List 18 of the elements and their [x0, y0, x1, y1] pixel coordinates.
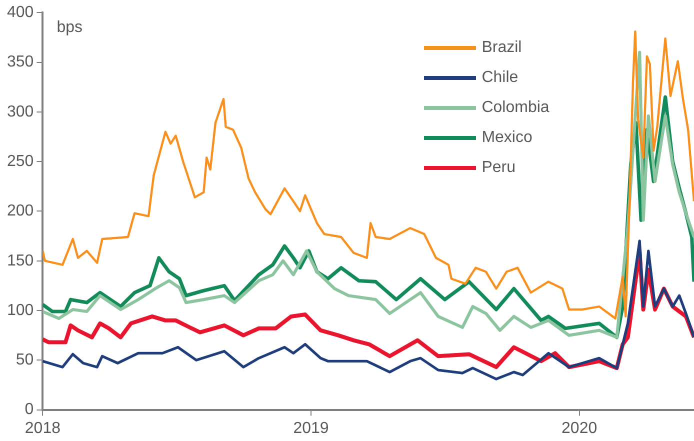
y-tick-label: 350	[6, 54, 34, 71]
y-tick-label: 250	[6, 152, 34, 170]
y-tick-label: 50	[16, 352, 34, 369]
y-axis-title: bps	[56, 18, 82, 37]
legend-label: Peru	[482, 158, 516, 177]
x-tick-label: 2020	[562, 420, 598, 437]
y-tick-label: 200	[6, 202, 34, 220]
y-tick-label: 0	[24, 401, 34, 418]
y-tick-label: 100	[6, 302, 34, 319]
x-tick-label: 2019	[293, 420, 329, 437]
x-tick-label: 2018	[24, 420, 61, 437]
y-tick-label: 150	[6, 252, 34, 270]
y-tick-label: 300	[6, 103, 34, 120]
y-tick-label: 400	[6, 4, 34, 22]
legend-label: Brazil	[482, 38, 522, 57]
legend-label: Mexico	[482, 128, 532, 147]
legend-label: Chile	[482, 68, 518, 87]
legend-label: Colombia	[482, 98, 550, 117]
